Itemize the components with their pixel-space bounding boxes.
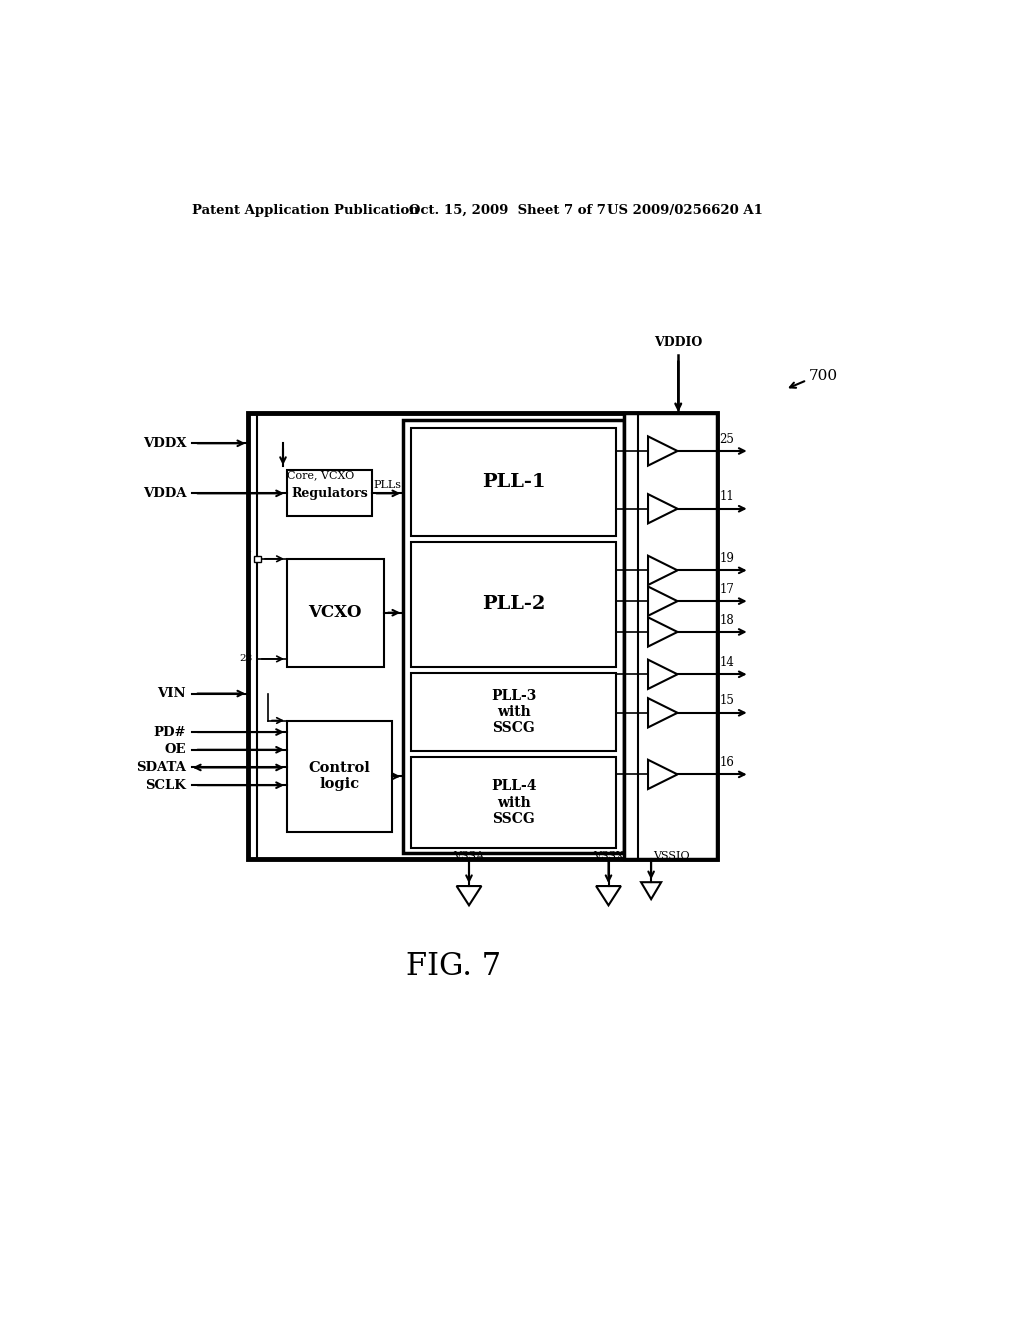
Bar <box>411 673 616 751</box>
Bar <box>287 558 384 667</box>
Bar <box>287 470 372 516</box>
Text: PLL-4
with
SSCG: PLL-4 with SSCG <box>490 779 537 826</box>
Text: 1: 1 <box>246 545 253 554</box>
Bar <box>248 412 717 859</box>
Text: 18: 18 <box>719 614 734 627</box>
Text: 28: 28 <box>240 655 253 664</box>
Bar <box>403 420 624 853</box>
Bar <box>287 721 391 832</box>
Text: 14: 14 <box>719 656 734 669</box>
Bar <box>624 412 717 859</box>
Text: 19: 19 <box>719 552 734 565</box>
Text: SCLK: SCLK <box>145 779 186 792</box>
Text: FIG. 7: FIG. 7 <box>406 952 501 982</box>
Text: Patent Application Publication: Patent Application Publication <box>191 205 418 218</box>
Text: 16: 16 <box>719 756 734 770</box>
Text: US 2009/0256620 A1: US 2009/0256620 A1 <box>607 205 763 218</box>
Text: OE: OE <box>165 743 186 756</box>
Text: VIN: VIN <box>158 686 186 700</box>
Bar <box>254 556 260 562</box>
Text: VDDIO: VDDIO <box>654 337 702 350</box>
Text: PD#: PD# <box>154 726 186 739</box>
Text: PLLs: PLLs <box>374 479 401 490</box>
Text: VSSA: VSSA <box>454 850 484 861</box>
Text: VDDX: VDDX <box>142 437 186 450</box>
Text: VSSX: VSSX <box>593 850 624 861</box>
Text: VDDA: VDDA <box>142 487 186 500</box>
Bar <box>411 758 616 847</box>
Text: VSSIO: VSSIO <box>653 850 690 861</box>
Text: PLL-3
with
SSCG: PLL-3 with SSCG <box>490 689 537 735</box>
Text: VCXO: VCXO <box>308 605 362 622</box>
Text: Control
logic: Control logic <box>308 762 370 792</box>
Text: SDATA: SDATA <box>136 760 186 774</box>
Text: Oct. 15, 2009  Sheet 7 of 7: Oct. 15, 2009 Sheet 7 of 7 <box>409 205 605 218</box>
Bar <box>411 543 616 667</box>
Text: PLL-1: PLL-1 <box>481 473 546 491</box>
Text: PLL-2: PLL-2 <box>482 595 545 614</box>
Text: Core, VCXO: Core, VCXO <box>287 470 354 480</box>
Text: 700: 700 <box>809 370 838 383</box>
Text: 17: 17 <box>719 582 734 595</box>
Bar <box>411 428 616 536</box>
Text: 15: 15 <box>719 694 734 708</box>
Text: 25: 25 <box>719 433 734 446</box>
Text: Regulators: Regulators <box>291 487 368 500</box>
Text: 11: 11 <box>719 490 734 503</box>
